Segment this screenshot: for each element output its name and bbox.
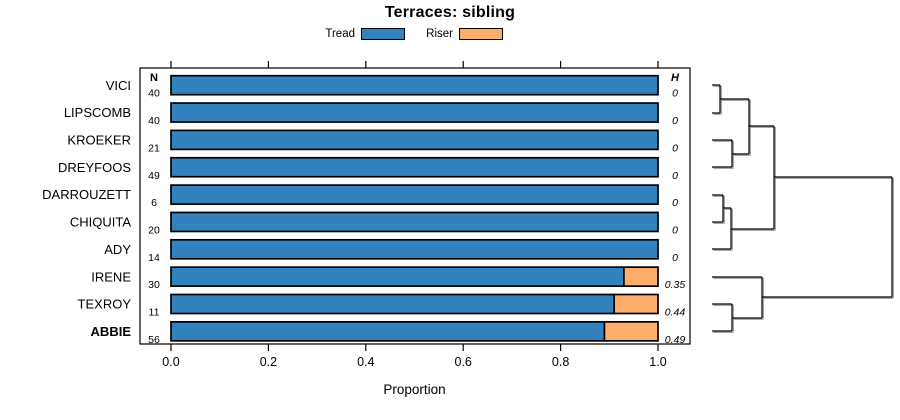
n-value: 14 xyxy=(148,252,160,264)
bar-tread xyxy=(170,102,659,123)
x-tick-label: 0.8 xyxy=(552,355,569,369)
row-label: CHIQUITA xyxy=(70,215,131,230)
legend-item-riser: Riser xyxy=(404,26,503,42)
legend-item-tread: Tread xyxy=(300,26,405,42)
h-value: 0 xyxy=(672,170,678,182)
legend-label-riser: Riser xyxy=(426,28,453,40)
h-column-header: H xyxy=(671,72,680,84)
row-label: LIPSCOMB xyxy=(64,105,131,120)
n-column-header: N xyxy=(150,72,158,84)
h-value: 0.44 xyxy=(665,307,686,319)
row-label: VICI xyxy=(106,78,131,93)
x-tick-label: 0.0 xyxy=(162,355,179,369)
x-axis-label: Proportion xyxy=(383,382,445,397)
x-tick-label: 0.4 xyxy=(357,355,374,369)
bar-tread xyxy=(170,129,659,151)
row-label: DARROUZETT xyxy=(42,187,131,202)
row-label: ADY xyxy=(104,242,131,257)
n-value: 49 xyxy=(148,170,160,182)
x-tick-label: 0.6 xyxy=(455,355,472,369)
x-tick-label: 0.2 xyxy=(260,355,277,369)
row-label: KROEKER xyxy=(67,133,131,148)
h-value: 0 xyxy=(672,197,678,209)
h-value: 0.49 xyxy=(665,334,686,346)
legend-label-tread: Tread xyxy=(325,28,355,40)
bar-riser xyxy=(613,293,659,315)
bar-riser xyxy=(623,266,659,287)
row-label: TEXROY xyxy=(78,297,132,312)
n-value: 40 xyxy=(148,115,160,127)
h-value: 0 xyxy=(672,252,678,264)
legend-swatch-riser-icon xyxy=(459,28,503,40)
row-label: DREYFOOS xyxy=(58,160,131,175)
bar-tread xyxy=(170,238,659,260)
bar-tread xyxy=(170,184,659,205)
bar-riser xyxy=(603,321,659,342)
bar-tread xyxy=(170,321,606,342)
n-value: 6 xyxy=(151,197,157,209)
row-label: IRENE xyxy=(91,269,131,284)
bar-tread xyxy=(170,293,616,315)
n-value: 11 xyxy=(149,307,160,319)
h-value: 0 xyxy=(672,115,678,127)
h-value: 0 xyxy=(672,224,678,236)
n-value: 40 xyxy=(148,88,160,100)
h-value: 0 xyxy=(672,88,678,100)
x-tick-label: 1.0 xyxy=(649,355,666,369)
h-value: 0 xyxy=(672,142,678,154)
bar-tread xyxy=(170,211,659,233)
legend: Tread Riser xyxy=(0,26,900,42)
n-value: 21 xyxy=(148,142,160,154)
plot-frame xyxy=(139,67,691,345)
h-value: 0.35 xyxy=(665,279,686,291)
n-value: 56 xyxy=(148,334,160,346)
bar-tread xyxy=(170,156,659,178)
n-value: 30 xyxy=(148,279,160,291)
bar-tread xyxy=(170,74,659,96)
legend-swatch-tread-icon xyxy=(361,28,405,40)
row-label: ABBIE xyxy=(91,324,132,339)
bar-tread xyxy=(170,266,625,287)
chart-title: Terraces: sibling xyxy=(384,4,516,21)
n-value: 20 xyxy=(148,224,160,236)
